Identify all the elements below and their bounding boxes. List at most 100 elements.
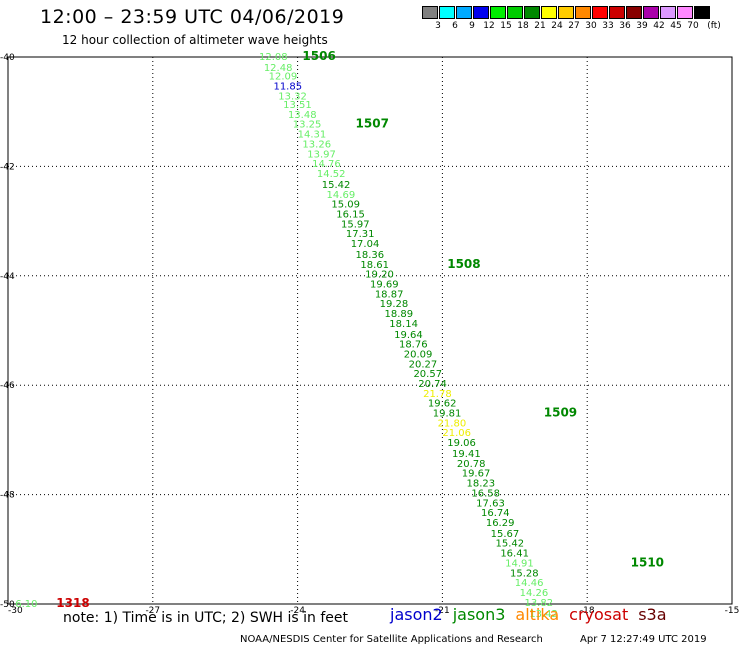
scale-swatch: [694, 6, 710, 19]
scale-label: 12: [483, 21, 495, 31]
satellite-jason2: jason2: [390, 605, 443, 624]
swh-value: 21.06: [442, 428, 471, 439]
swh-value: 16.58: [471, 488, 500, 499]
lon-tick-label: -30: [8, 606, 23, 616]
swh-value: 17.31: [346, 229, 375, 240]
lat-tick-label: -42: [0, 162, 15, 172]
swh-value: 21.80: [438, 418, 467, 429]
swh-value: 19.20: [365, 270, 394, 281]
scale-label: 27: [568, 21, 580, 31]
credit-text: NOAA/NESDIS Center for Satellite Applica…: [240, 634, 543, 645]
scale-label: 30: [585, 21, 597, 31]
swh-value: 20.78: [457, 459, 486, 470]
scale-label: 39: [636, 21, 648, 31]
generated-timestamp: Apr 7 12:27:49 UTC 2019: [580, 634, 707, 645]
swh-value: 18.87: [375, 289, 404, 300]
scale-swatch: [643, 6, 659, 19]
scale-swatch: [507, 6, 523, 19]
lat-tick-label: -40: [0, 53, 15, 63]
swh-value: 18.23: [467, 479, 496, 490]
scale-label: 6: [452, 21, 458, 31]
scale-swatch: [439, 6, 455, 19]
time-marker: 1510: [631, 555, 664, 569]
scale-swatch: [490, 6, 506, 19]
scale-swatch: [626, 6, 642, 19]
satellite-altika: altika: [515, 605, 560, 624]
scale-label: 15: [500, 21, 512, 31]
scale-label: 70: [687, 21, 699, 31]
swh-value: 19.64: [394, 330, 423, 341]
swh-value: 14.76: [312, 159, 341, 170]
scale-swatch: [592, 6, 608, 19]
swh-value: 14.46: [515, 578, 544, 589]
lon-tick-label: -18: [580, 606, 595, 616]
scale-label: 36: [619, 21, 631, 31]
scale-label: 33: [602, 21, 614, 31]
swh-value: 16.74: [481, 508, 510, 519]
swh-value: 13.26: [302, 139, 331, 150]
lon-tick-label: -24: [290, 606, 305, 616]
swh-value: 13.51: [283, 100, 312, 111]
time-marker: 1509: [544, 406, 577, 420]
swh-value: 20.74: [418, 379, 447, 390]
scale-swatch: [524, 6, 540, 19]
scale-label: 21: [534, 21, 546, 31]
scale-label: 42: [653, 21, 665, 31]
swh-value: 19.41: [452, 449, 481, 460]
scale-swatch: [422, 6, 438, 19]
swh-value: 19.28: [380, 299, 409, 310]
swh-value: 14.26: [520, 588, 549, 599]
swh-value: 14.69: [327, 190, 356, 201]
swh-value: 15.42: [322, 180, 351, 191]
swh-value: 20.09: [404, 349, 433, 360]
swh-value: 16.15: [336, 209, 365, 220]
scale-swatch: [558, 6, 574, 19]
time-marker: 1318: [56, 596, 89, 610]
scale-swatch: [575, 6, 591, 19]
scale-swatch: [456, 6, 472, 19]
swh-value: 13.82: [524, 598, 553, 609]
swh-value: 19.06: [447, 438, 476, 449]
swh-value: 15.28: [510, 568, 539, 579]
scale-unit: (ft): [707, 21, 721, 31]
swh-value: 20.57: [413, 369, 442, 380]
swh-value: 16.41: [500, 549, 529, 560]
swh-value: 12.48: [264, 63, 293, 74]
swh-value: 14.31: [298, 130, 327, 141]
scale-swatch: [677, 6, 693, 19]
scale-label: 9: [469, 21, 475, 31]
swh-value: 14.91: [505, 558, 534, 569]
footer-note: note: 1) Time is in UTC; 2) SWH is in fe…: [63, 610, 349, 626]
swh-value: 20.27: [409, 359, 438, 370]
swh-value: 17.04: [351, 239, 380, 250]
swh-value: 18.89: [384, 309, 413, 320]
scale-swatch: [473, 6, 489, 19]
swh-value: 15.09: [331, 200, 360, 211]
time-marker: 1506: [302, 49, 335, 63]
scale-label: 24: [551, 21, 563, 31]
satellite-jason3: jason3: [452, 605, 506, 624]
lat-tick-label: -46: [0, 381, 15, 391]
swh-value: 15.97: [341, 219, 370, 230]
swh-value: 15.67: [491, 529, 520, 540]
satellite-cryosat: cryosat: [569, 605, 629, 624]
swh-value: 6.10: [15, 599, 37, 610]
swh-value: 21.78: [423, 389, 452, 400]
satellite-s3a: s3a: [638, 605, 667, 624]
swh-value: 13.42: [529, 609, 558, 620]
map-title: 12:00 – 23:59 UTC 04/06/2019: [40, 6, 345, 28]
swh-value: 13.48: [288, 110, 317, 121]
time-marker: 1507: [356, 117, 389, 131]
swh-value: 18.61: [360, 260, 389, 271]
lon-tick-label: -21: [435, 606, 450, 616]
map-subtitle: 12 hour collection of altimeter wave hei…: [62, 33, 328, 47]
time-marker: 1508: [447, 257, 480, 271]
swh-value: 13.97: [307, 149, 336, 160]
swh-value: 16.29: [486, 518, 515, 529]
swh-value: 19.67: [462, 469, 491, 480]
swh-value: 15.42: [495, 539, 524, 550]
scale-label: 45: [670, 21, 682, 31]
swh-value: 13.25: [293, 120, 322, 131]
swh-value: 18.14: [389, 319, 418, 330]
